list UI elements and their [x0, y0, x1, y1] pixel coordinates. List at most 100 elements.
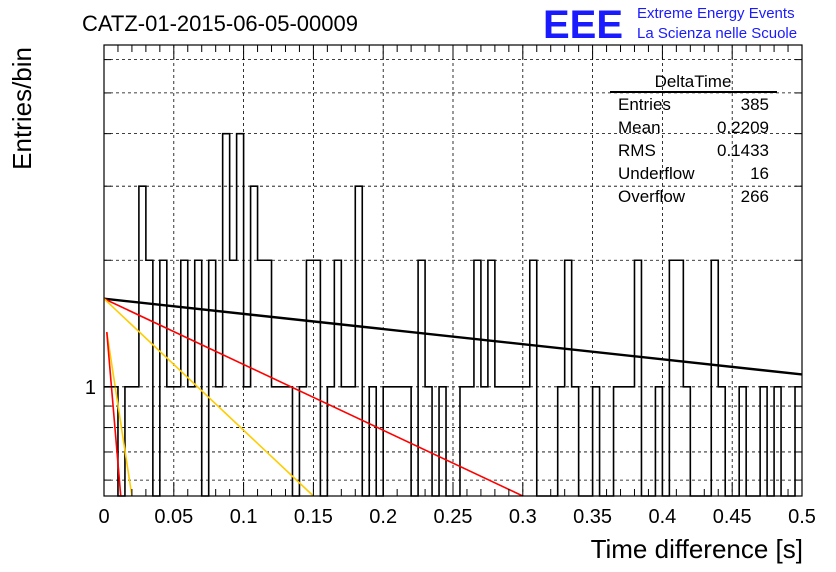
histogram-bin [467, 387, 474, 496]
histogram-bin [369, 387, 376, 496]
histogram-bin [299, 387, 306, 496]
histogram-bin [425, 387, 432, 496]
x-tick-label: 0.35 [573, 506, 612, 528]
x-tick-label: 0.4 [648, 506, 676, 528]
histogram-bin [174, 387, 181, 496]
histogram-bin [669, 260, 676, 496]
histogram-bin [265, 260, 272, 496]
histogram-bin [195, 260, 202, 496]
histogram-bin [334, 260, 341, 496]
histogram-bin [390, 387, 397, 496]
histogram-bin [509, 387, 516, 496]
histogram-bin [216, 387, 223, 496]
histogram [104, 132, 802, 497]
x-tick-label: 0.25 [434, 506, 473, 528]
stats-row-label: Underflow [618, 164, 695, 183]
histogram-bin [516, 387, 523, 496]
histogram-bin [327, 387, 334, 496]
stats-row-label: Mean [618, 118, 661, 137]
y-axis-label: Entries/bin [7, 47, 37, 170]
histogram-bin [530, 260, 537, 496]
histogram-bin [167, 387, 174, 496]
histogram-bin [621, 387, 628, 496]
fit-line [105, 331, 122, 497]
histogram-bin [572, 387, 579, 496]
histogram-bin [418, 260, 425, 496]
histogram-bin [125, 387, 132, 496]
histogram-bin [355, 186, 362, 496]
fit-line [103, 298, 314, 497]
histogram-bin [495, 387, 502, 496]
fit-line [103, 297, 803, 376]
eee-logo: EEE Extreme Energy Events La Scienza nel… [543, 3, 797, 47]
histogram-bin [285, 387, 292, 496]
histogram-bin [258, 260, 265, 496]
histogram-bin [244, 387, 251, 496]
grid [104, 45, 802, 496]
histogram-bin [251, 186, 258, 496]
stats-row-value: 16 [750, 164, 769, 183]
stats-row-value: 385 [741, 95, 769, 114]
histogram-bin [146, 260, 153, 496]
chart-title: CATZ-01-2015-06-05-00009 [82, 11, 358, 36]
histogram-bin [397, 387, 404, 496]
x-tick-label: 0.5 [788, 506, 816, 528]
eee-logo-line2: La Scienza nelle Scuole [637, 25, 797, 42]
stats-row-value: 0.2209 [717, 118, 769, 137]
histogram-bin [139, 186, 146, 496]
histogram-bin [460, 387, 467, 496]
fit-line [106, 331, 133, 497]
histogram-bin [181, 260, 188, 496]
x-tick-label: 0.3 [509, 506, 537, 528]
histogram-bin [634, 260, 641, 496]
histogram-bin [230, 260, 237, 496]
histogram-bin [383, 387, 390, 496]
stats-row-value: 266 [741, 187, 769, 206]
histogram-bin [132, 387, 139, 496]
stats-row-label: RMS [618, 141, 656, 160]
histogram-bin [614, 387, 621, 496]
fit-line [103, 298, 524, 497]
axis-ticks: 0 0.05 0.1 0.15 0.2 0.25 0.3 0.35 0.4 0.45 0.5 1 [85, 45, 816, 528]
x-tick-label: 0.1 [230, 506, 258, 528]
histogram-bin [209, 260, 216, 496]
eee-logo-line1: Extreme Energy Events [637, 5, 795, 22]
histogram-bin [223, 134, 230, 496]
histogram-bin [655, 387, 662, 496]
histogram-bin [272, 387, 279, 496]
histogram-bin [474, 260, 481, 496]
histogram-bin [593, 387, 600, 496]
eee-logo-mark: EEE [543, 3, 623, 47]
histogram-bin [718, 387, 725, 496]
histogram-bin [774, 387, 781, 496]
y-tick-label: 1 [85, 377, 96, 399]
x-tick-label: 0 [98, 506, 109, 528]
histogram-bin [348, 387, 355, 496]
histogram-bin [628, 387, 635, 496]
stats-row-label: Entries [618, 95, 671, 114]
histogram-bin [313, 260, 320, 496]
histogram-bin [711, 260, 718, 496]
fit-lines [103, 297, 803, 497]
stats-box: DeltaTime Entries 385 Mean 0.2209 RMS 0.1433 U… [610, 72, 777, 206]
histogram-bin [558, 387, 565, 496]
stats-title: DeltaTime [655, 72, 732, 91]
histogram-bin [306, 260, 313, 496]
histogram-bin [341, 387, 348, 496]
histogram-bin [488, 260, 495, 496]
histogram-bin [523, 387, 530, 496]
histogram-steps [104, 132, 802, 497]
histogram-bin [739, 387, 746, 496]
histogram-bin [160, 260, 167, 496]
histogram-bin [439, 387, 446, 496]
x-tick-label: 0.15 [294, 506, 333, 528]
stats-row-label: Overflow [618, 187, 686, 206]
histogram-bin [279, 387, 286, 496]
histogram-bin [676, 260, 683, 496]
x-tick-label: 0.05 [154, 506, 193, 528]
x-tick-label: 0.2 [369, 506, 397, 528]
x-tick-label: 0.45 [713, 506, 752, 528]
x-axis-label: Time difference [s] [591, 534, 803, 564]
histogram-bin [188, 387, 195, 496]
